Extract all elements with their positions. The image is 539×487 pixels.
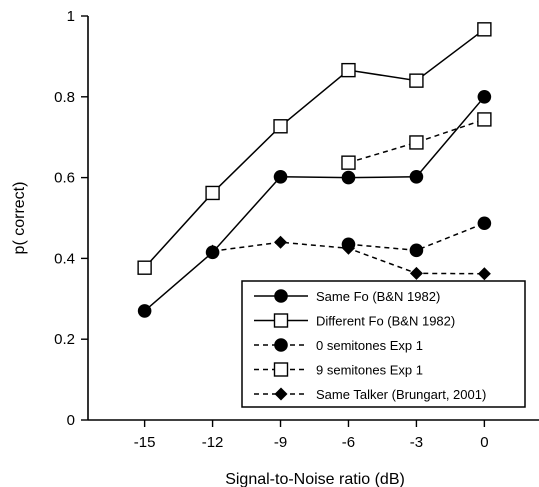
legend-label: Different Fo (B&N 1982) [316, 314, 455, 329]
series-5 [206, 235, 491, 281]
y-axis-label: p( correct) [11, 182, 28, 255]
data-point [341, 62, 356, 78]
series-line [348, 222, 485, 252]
data-point [409, 169, 424, 184]
y-tick-label: 0.6 [54, 170, 75, 187]
data-point [137, 260, 152, 275]
series-3 [341, 216, 492, 258]
legend-label: 0 semitones Exp 1 [316, 338, 423, 353]
data-point [477, 112, 492, 127]
legend-marker [274, 387, 288, 401]
legend-marker [274, 289, 288, 303]
x-axis-label: Signal-to-Noise ratio (dB) [225, 471, 405, 487]
x-tick-label: -6 [342, 434, 355, 451]
series-line [144, 96, 485, 312]
data-point [205, 185, 220, 201]
data-point [273, 169, 288, 184]
legend: Same Fo (B&N 1982) Different Fo (B&N 1982… [241, 280, 526, 408]
data-point [273, 119, 288, 134]
data-point [477, 267, 491, 281]
series-layer [137, 22, 492, 318]
x-tick-label: -15 [134, 434, 156, 451]
legend-box [241, 280, 526, 408]
legend-marker [273, 362, 289, 377]
data-point [477, 90, 492, 104]
legend-marker [273, 313, 289, 328]
data-point [206, 244, 220, 258]
data-point [409, 135, 424, 150]
legend-label: 9 semitones Exp 1 [316, 363, 423, 378]
legend-marker [274, 338, 288, 352]
data-point [341, 241, 355, 255]
data-point [477, 216, 492, 231]
series-2 [137, 22, 492, 275]
axes: 0 0.2 0.4 0.6 0.8 1 -15 -12 -9 -6 -3 0 [54, 8, 539, 451]
series-4 [341, 112, 492, 170]
data-point [409, 243, 424, 258]
y-tick-label: 0.4 [54, 250, 75, 267]
legend-label: Same Talker (Brungart, 2001) [316, 387, 486, 402]
data-point [477, 22, 492, 37]
x-tick-label: -12 [202, 434, 224, 451]
data-point [274, 235, 288, 249]
data-point [409, 73, 424, 88]
data-point [341, 155, 356, 170]
data-point [409, 266, 423, 280]
y-tick-label: 0 [67, 412, 75, 429]
x-tick-label: -3 [410, 434, 423, 451]
y-tick-label: 1 [67, 8, 75, 25]
x-tick-label: -9 [274, 434, 287, 451]
legend-label: Same Fo (B&N 1982) [316, 289, 440, 304]
data-point [137, 304, 152, 318]
y-tick-label: 0.2 [54, 331, 75, 348]
data-point [341, 170, 356, 185]
series-line [348, 118, 485, 164]
series-line [144, 28, 485, 269]
y-tick-label: 0.8 [54, 89, 75, 106]
x-tick-label: 0 [480, 434, 488, 451]
